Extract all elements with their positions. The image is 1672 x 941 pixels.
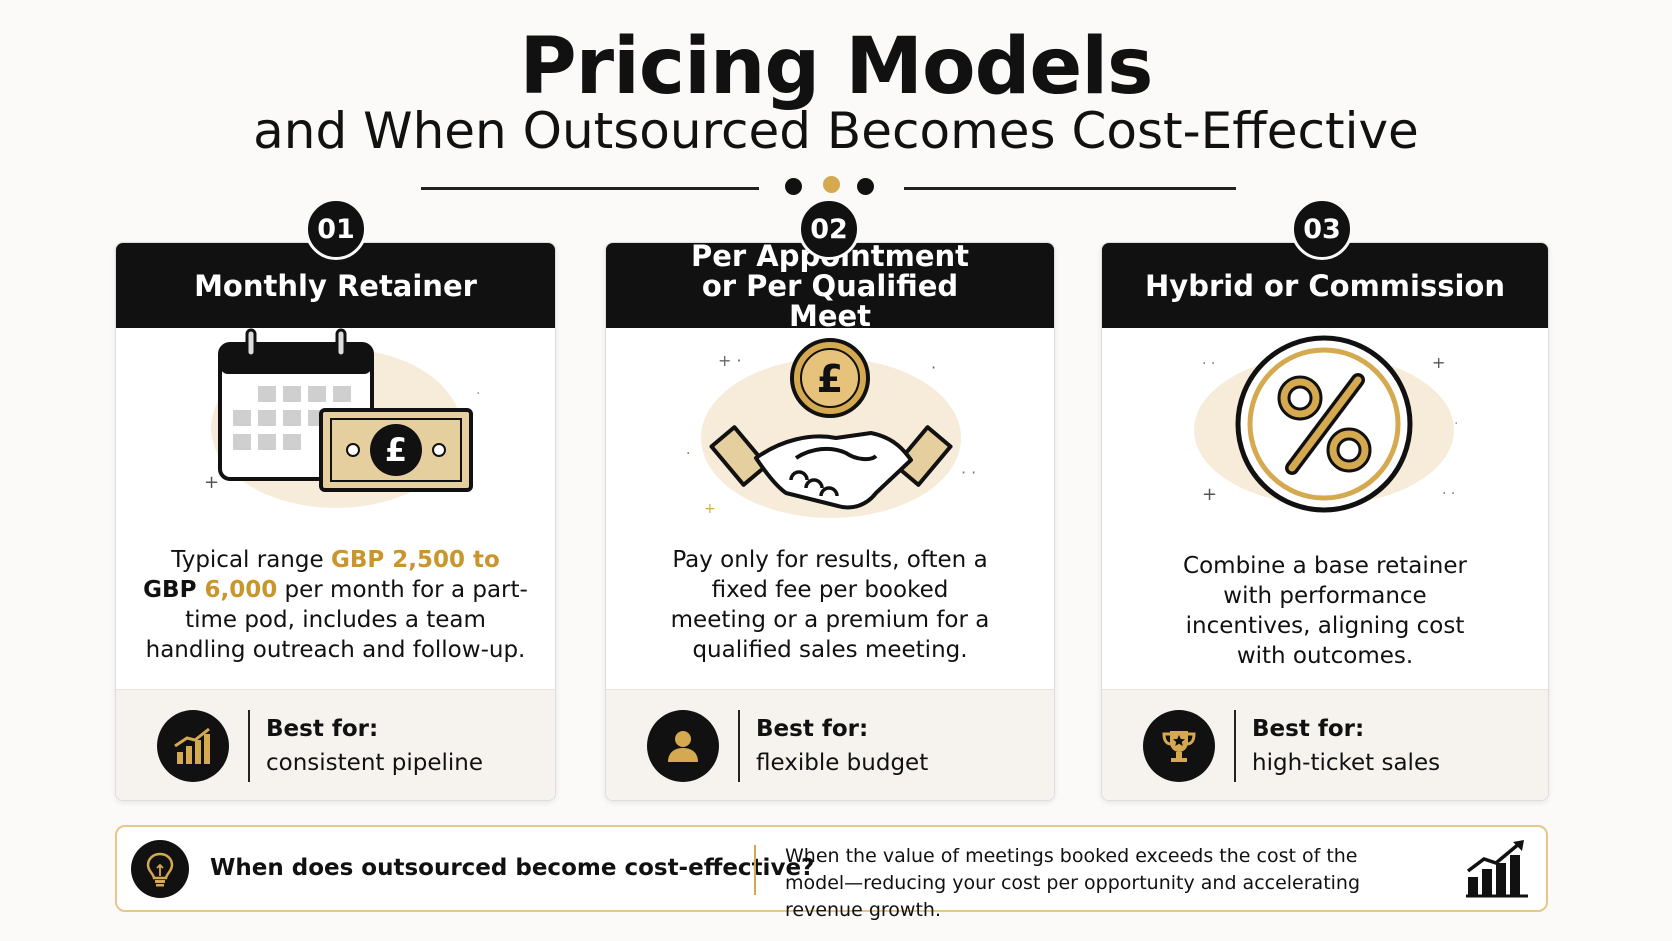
- callout-question: When does outsourced become cost-effecti…: [210, 855, 815, 881]
- card-title: Monthly Retainer: [194, 268, 477, 303]
- percent-coin-icon: · · + · + · ·: [1102, 328, 1548, 533]
- card-badge-03: 03: [1291, 198, 1353, 260]
- svg-text:£: £: [385, 431, 407, 469]
- divider-dot-accent: [823, 176, 840, 193]
- best-for-label: Best for:: [756, 716, 869, 742]
- best-for-label: Best for:: [266, 716, 379, 742]
- svg-text:· ·: · ·: [1442, 486, 1455, 502]
- svg-text:·: ·: [686, 446, 690, 462]
- person-icon: [647, 710, 719, 782]
- card-badge-01: 01: [305, 198, 367, 260]
- svg-text:·: ·: [476, 386, 480, 402]
- lightbulb-icon: [131, 840, 189, 898]
- best-for-label: Best for:: [1252, 716, 1365, 742]
- callout-separator: [754, 845, 756, 895]
- growth-chart-icon: [157, 710, 229, 782]
- callout-answer: When the value of meetings booked exceed…: [785, 845, 1361, 921]
- trophy-icon: [1143, 710, 1215, 782]
- card-footer: Best for: high-ticket sales: [1102, 689, 1548, 800]
- calendar-and-banknote-icon: · + · £: [116, 328, 555, 533]
- svg-text:+: +: [204, 472, 219, 493]
- card-header: Hybrid or Commission: [1102, 243, 1548, 328]
- svg-text:£: £: [817, 357, 843, 401]
- footer-separator: [1234, 710, 1236, 782]
- pricing-card-hybrid-commission: Hybrid or Commission · · + · + · · Combi…: [1101, 242, 1549, 801]
- svg-text:· ·: · ·: [1202, 356, 1215, 372]
- card-description: Typical range GBP 2,500 to GBP 6,000 per…: [143, 547, 528, 663]
- divider-right: [904, 187, 1236, 190]
- svg-text:+ ·: + ·: [718, 351, 742, 370]
- best-for-value: high-ticket sales: [1252, 750, 1441, 776]
- best-for-value: consistent pipeline: [266, 750, 483, 776]
- card-description: Combine a base retainer with performance…: [1183, 553, 1467, 669]
- page-subtitle: and When Outsourced Becomes Cost-Effecti…: [253, 102, 1419, 160]
- card-description: Pay only for results, often a fixed fee …: [670, 547, 990, 663]
- divider-dot: [857, 178, 874, 195]
- svg-text:+: +: [1202, 484, 1217, 505]
- page-title: Pricing Models: [519, 22, 1154, 112]
- card-footer: Best for: flexible budget: [606, 689, 1054, 800]
- cost-effective-callout: When does outsourced become cost-effecti…: [115, 825, 1548, 921]
- footer-separator: [738, 710, 740, 782]
- pricing-card-per-appointment: Per Appointment or Per Qualified Meet + …: [605, 242, 1055, 801]
- svg-text:·: ·: [931, 358, 936, 377]
- pricing-card-monthly-retainer: Monthly Retainer · + · £ Typical range G…: [115, 242, 556, 801]
- svg-text:+: +: [1432, 353, 1445, 372]
- footer-separator: [248, 710, 250, 782]
- divider-left: [421, 187, 759, 190]
- svg-text:·: ·: [1454, 416, 1458, 432]
- handshake-pound-coin-icon: + · · · · · + £: [606, 328, 1054, 533]
- svg-text:+: +: [704, 501, 716, 517]
- divider-dot: [785, 178, 802, 195]
- card-footer: Best for: consistent pipeline: [116, 689, 555, 800]
- card-badge-02: 02: [798, 198, 860, 260]
- svg-text:· ·: · ·: [961, 463, 976, 482]
- best-for-value: flexible budget: [756, 750, 929, 776]
- rising-bar-chart-icon: [1464, 839, 1530, 899]
- card-title: Hybrid or Commission: [1145, 268, 1505, 303]
